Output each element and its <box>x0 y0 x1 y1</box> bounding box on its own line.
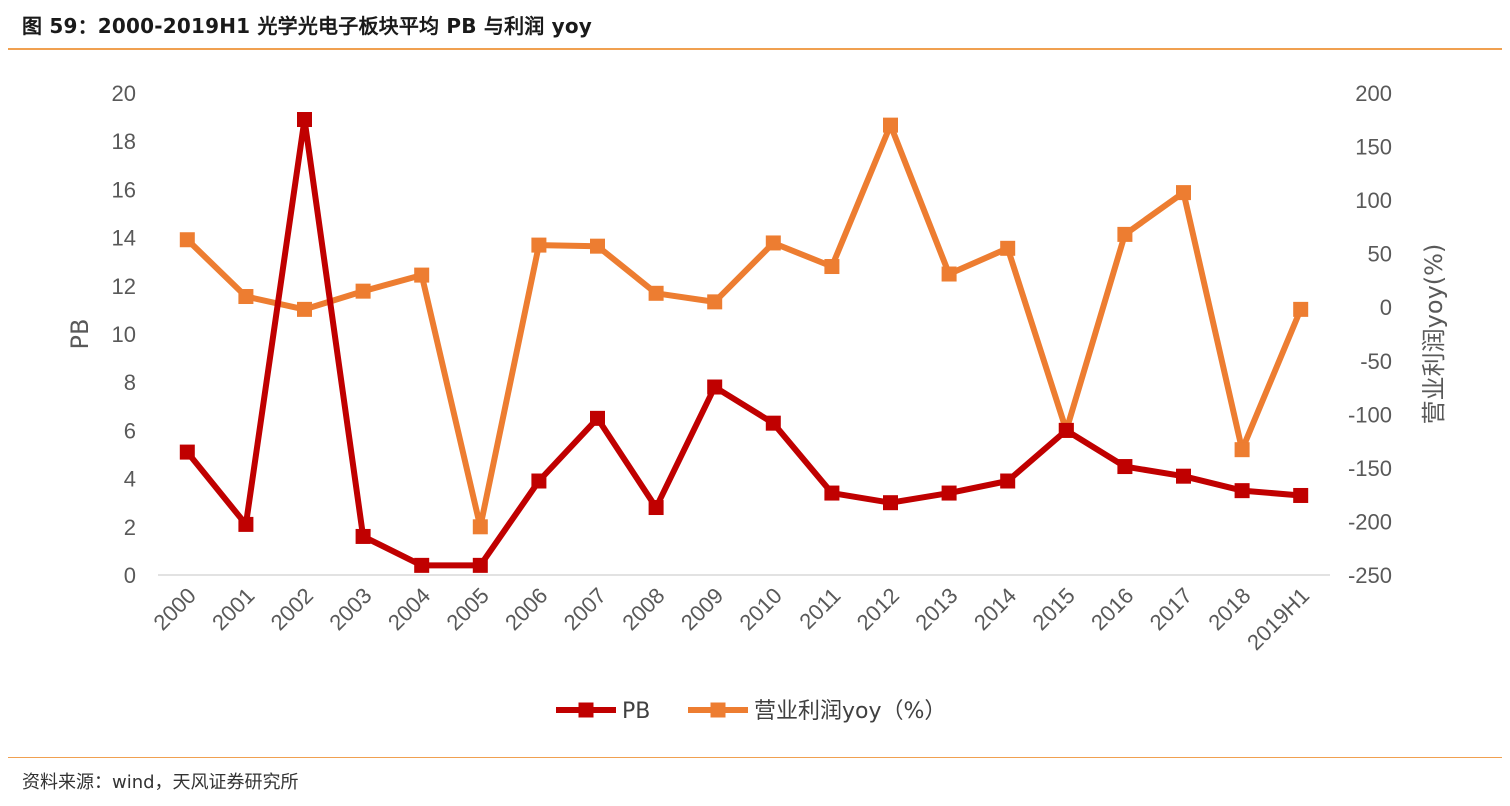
legend-label: PB <box>622 699 650 724</box>
x-tick-label: 2015 <box>1028 583 1080 635</box>
dual-axis-line-chart: 0 2 4 6 8 10 12 14 16 18 20 -250 -200 -150 -100 -50 0 50… <box>66 81 1448 724</box>
data-point-marker <box>648 285 664 301</box>
left-tick-label: 0 <box>124 563 136 588</box>
x-tick-label: 2017 <box>1145 583 1197 635</box>
right-tick-label: -100 <box>1348 402 1392 427</box>
x-tick-label: 2006 <box>500 583 552 635</box>
left-tick-label: 6 <box>124 418 136 443</box>
x-tick-label: 2003 <box>324 583 376 635</box>
x-tick-label: 2014 <box>969 583 1021 635</box>
data-point-marker <box>1117 226 1133 242</box>
x-tick-label: 2001 <box>207 583 259 635</box>
left-tick-label: 20 <box>112 81 136 106</box>
x-tick-label: 2008 <box>617 583 669 635</box>
footer-divider <box>8 757 1502 758</box>
data-point-marker <box>1000 240 1016 256</box>
x-tick-label: 2000 <box>149 583 201 635</box>
series-line <box>184 116 1301 569</box>
data-point-marker <box>414 557 430 573</box>
data-point-marker <box>1058 422 1074 438</box>
left-tick-label: 18 <box>112 129 136 154</box>
data-point-marker <box>179 444 195 460</box>
legend-label: 营业利润yoy（%） <box>754 699 946 724</box>
data-point-marker <box>707 379 723 395</box>
right-tick-label: -200 <box>1348 509 1392 534</box>
legend-swatch-marker <box>710 702 726 718</box>
data-point-marker <box>472 557 488 573</box>
data-point-marker <box>765 415 781 431</box>
data-point-marker <box>297 112 312 128</box>
data-point-marker <box>824 259 840 275</box>
data-point-marker <box>179 232 195 248</box>
title-divider <box>8 48 1502 50</box>
data-point-marker <box>297 301 312 317</box>
x-tick-label: 2019H1 <box>1242 583 1314 655</box>
data-point-marker <box>648 500 664 516</box>
data-point-marker <box>238 289 254 305</box>
right-tick-label: 100 <box>1355 188 1392 213</box>
right-tick-label: 50 <box>1368 242 1392 267</box>
left-tick-label: 16 <box>112 177 136 202</box>
x-tick-label: 2011 <box>794 583 845 634</box>
data-point-marker <box>531 473 547 489</box>
data-point-marker <box>941 485 957 501</box>
x-tick-label: 2002 <box>266 583 318 635</box>
data-point-marker <box>355 283 371 299</box>
data-point-marker <box>355 528 371 544</box>
figure-title: 图 59：2000-2019H1 光学光电子板块平均 PB 与利润 yoy <box>22 14 593 38</box>
right-axis-ticks: -250 -200 -150 -100 -50 0 50 100 150 200 <box>1348 81 1392 588</box>
data-point-marker <box>883 117 898 133</box>
data-point-marker <box>707 294 723 310</box>
right-tick-label: 0 <box>1380 295 1392 320</box>
right-tick-label: -150 <box>1348 456 1392 481</box>
right-tick-label: 150 <box>1355 135 1392 160</box>
data-point-marker <box>414 267 430 283</box>
data-point-marker <box>1176 468 1191 484</box>
data-point-marker <box>1293 487 1309 503</box>
data-point-marker <box>590 410 605 426</box>
data-point-marker <box>238 516 254 532</box>
data-point-marker <box>941 266 957 282</box>
data-point-marker <box>1293 301 1309 317</box>
legend: PB 营业利润yoy（%） <box>556 699 946 724</box>
left-axis-title: PB <box>66 319 94 350</box>
right-tick-label: -50 <box>1360 349 1392 374</box>
x-tick-label: 2004 <box>383 583 435 635</box>
right-tick-label: -250 <box>1348 563 1392 588</box>
right-tick-label: 200 <box>1355 81 1392 106</box>
left-tick-label: 14 <box>112 226 136 251</box>
x-tick-label: 2007 <box>559 583 611 635</box>
x-tick-label: 2018 <box>1203 583 1255 635</box>
right-axis-title: 营业利润yoy(%) <box>1420 244 1448 425</box>
left-tick-label: 4 <box>124 467 136 492</box>
legend-swatch-marker <box>578 702 594 718</box>
data-point-marker <box>883 495 898 511</box>
x-tick-label: 2009 <box>676 583 728 635</box>
data-point-marker <box>824 485 840 501</box>
left-tick-label: 12 <box>112 274 136 299</box>
x-axis-ticks: 2000 2001 2002 2003 2004 2005 2006 2007 2008 2009… <box>149 583 1315 655</box>
data-point-marker <box>1234 483 1250 499</box>
source-note: 资料来源：wind，天风证券研究所 <box>22 772 299 793</box>
data-point-marker <box>531 237 547 253</box>
left-tick-label: 8 <box>124 370 136 395</box>
left-tick-label: 10 <box>112 322 136 347</box>
x-tick-label: 2016 <box>1086 583 1138 635</box>
data-point-marker <box>590 238 605 254</box>
x-tick-label: 2013 <box>910 583 962 635</box>
left-tick-label: 2 <box>124 515 136 540</box>
data-point-marker <box>1117 459 1133 475</box>
data-point-marker <box>1000 473 1016 489</box>
data-point-marker <box>1176 185 1191 201</box>
x-tick-label: 2012 <box>852 583 904 635</box>
x-tick-label: 2005 <box>442 583 494 635</box>
left-axis-ticks: 0 2 4 6 8 10 12 14 16 18 20 <box>112 81 136 588</box>
data-point-marker <box>472 519 488 535</box>
series-layer <box>179 112 1309 573</box>
x-tick-label: 2010 <box>735 583 787 635</box>
data-point-marker <box>765 235 781 251</box>
data-point-marker <box>1234 442 1250 458</box>
series-line <box>185 122 1304 530</box>
